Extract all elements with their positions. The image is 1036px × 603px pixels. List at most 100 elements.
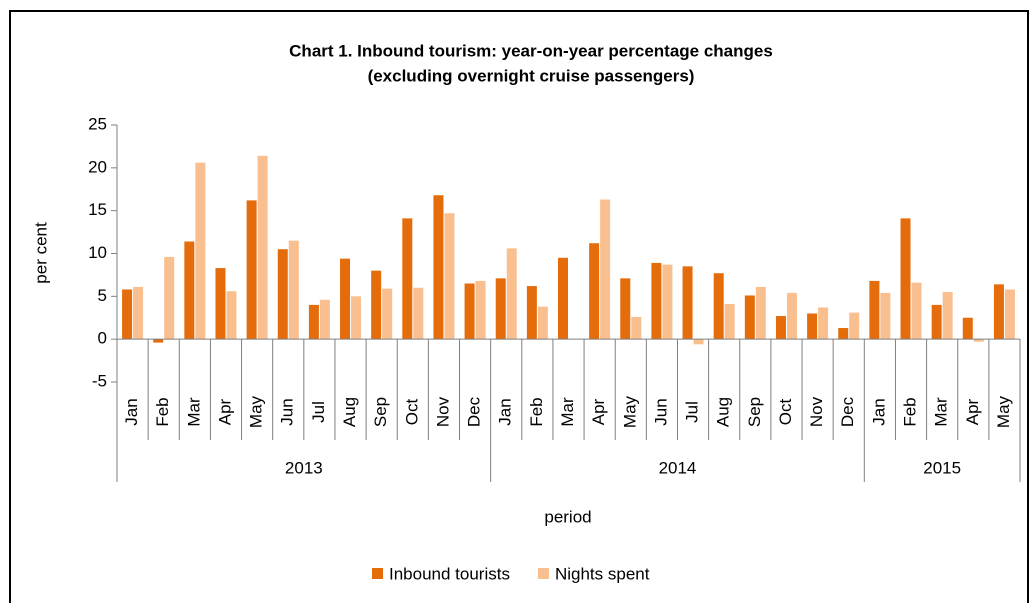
x-tick-label: Nov [807, 396, 826, 427]
x-tick-label: May [247, 395, 266, 428]
bar [775, 316, 786, 340]
bar [589, 243, 600, 340]
x-tick-label: May [994, 395, 1013, 428]
x-tick-label: Jan [869, 398, 888, 425]
bar [631, 316, 642, 340]
bar [755, 286, 766, 340]
bar [869, 280, 880, 340]
chart-subtitle: (excluding overnight cruise passengers) [368, 66, 695, 85]
bar [413, 287, 424, 340]
legend-swatch [372, 568, 383, 579]
bar [724, 304, 735, 340]
bar [195, 162, 206, 340]
bar [340, 258, 351, 340]
x-tick-label: Jun [651, 398, 670, 425]
x-tick-label: May [620, 395, 639, 428]
bar [526, 286, 537, 340]
x-tick-label: Apr [963, 398, 982, 425]
bar [184, 241, 195, 340]
bar [277, 249, 288, 340]
group-label: 2013 [285, 458, 323, 477]
bar [153, 339, 164, 343]
x-tick-label: Feb [153, 397, 172, 426]
x-tick-label: Feb [527, 397, 546, 426]
y-tick-label: 5 [98, 286, 107, 305]
bar [122, 289, 133, 340]
x-tick-label: Jan [122, 398, 141, 425]
x-tick-label: Apr [215, 398, 234, 425]
bar [849, 312, 860, 340]
bar [693, 339, 704, 345]
bar [506, 248, 517, 340]
x-tick-label: Mar [558, 397, 577, 427]
bar [662, 264, 673, 340]
bar [962, 317, 973, 340]
bar [351, 296, 362, 340]
bar [973, 339, 984, 342]
bar [164, 256, 175, 340]
y-tick-label: 25 [88, 114, 107, 133]
y-axis-label: per cent [31, 222, 50, 284]
bar [246, 200, 257, 340]
x-tick-label: Feb [901, 397, 920, 426]
bar [226, 291, 237, 340]
y-tick-label: -5 [92, 371, 107, 390]
x-tick-label: Jun [278, 398, 297, 425]
y-tick-label: 0 [98, 329, 107, 348]
x-tick-label: Dec [838, 396, 857, 427]
bar [444, 213, 455, 340]
x-tick-label: Sep [745, 397, 764, 427]
x-tick-label: Oct [402, 399, 421, 426]
bar [911, 282, 922, 340]
bar [900, 218, 911, 340]
bar [371, 270, 382, 340]
bar [215, 268, 226, 340]
legend-label: Nights spent [555, 564, 650, 583]
chart-title: Chart 1. Inbound tourism: year-on-year p… [289, 41, 773, 60]
y-tick-label: 20 [88, 157, 107, 176]
bar [818, 307, 829, 340]
legend-label: Inbound tourists [389, 564, 510, 583]
bar [464, 283, 475, 340]
y-tick-label: 10 [88, 243, 107, 262]
x-tick-label: Dec [465, 396, 484, 427]
bar [257, 155, 268, 340]
bar [133, 286, 144, 340]
x-tick-label: Apr [589, 398, 608, 425]
bar [651, 262, 662, 340]
bar [993, 284, 1004, 340]
x-tick-label: Nov [433, 396, 452, 427]
x-axis-label: period [544, 507, 591, 526]
x-tick-label: Mar [184, 397, 203, 427]
bar [942, 292, 953, 340]
x-tick-label: Aug [714, 397, 733, 427]
y-tick-label: 15 [88, 200, 107, 219]
x-tick-label: Jan [496, 398, 515, 425]
bar [682, 266, 693, 340]
bar [880, 292, 891, 340]
x-tick-label: Jul [683, 401, 702, 423]
bar [433, 195, 444, 340]
bar [319, 299, 330, 340]
bar [620, 278, 631, 340]
x-tick-label: Sep [371, 397, 390, 427]
chart-frame [9, 10, 1029, 603]
x-tick-label: Mar [932, 397, 951, 427]
bar [537, 306, 548, 340]
legend-swatch [537, 568, 549, 579]
group-label: 2015 [923, 458, 961, 477]
bar [495, 278, 506, 340]
bar [807, 313, 818, 340]
bar [382, 288, 393, 340]
bar [931, 304, 942, 340]
bar [713, 273, 724, 340]
bar [600, 199, 611, 340]
bar [1004, 289, 1015, 340]
bar [744, 295, 755, 340]
bar [288, 240, 299, 340]
bar [308, 304, 319, 340]
bar [475, 280, 486, 340]
bar [402, 218, 413, 340]
x-tick-label: Oct [776, 399, 795, 426]
